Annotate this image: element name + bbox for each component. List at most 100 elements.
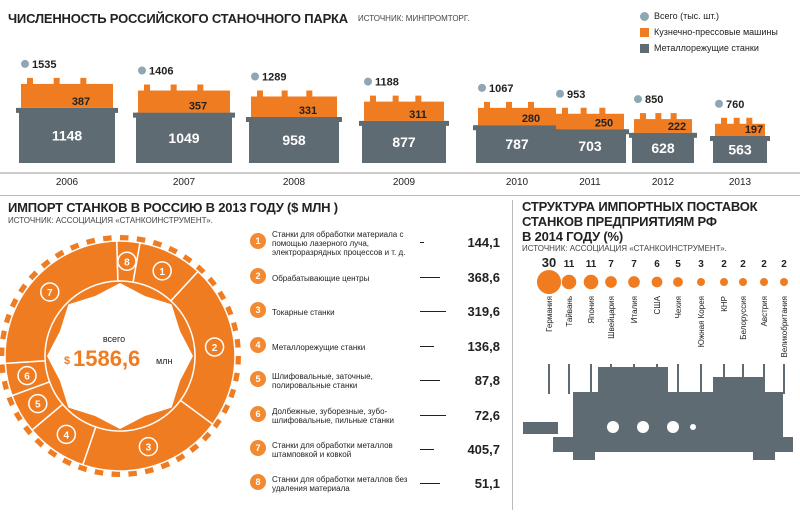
import-label: Долбежные, зуборезные, зубо-шлифовальные… (272, 407, 394, 425)
country-value: 3 (698, 259, 704, 270)
country-label: Белоруссия (739, 296, 748, 340)
machine-detail (170, 84, 177, 92)
import-label: Обрабатывающие центры (272, 273, 370, 283)
metal-cutting-segment (136, 112, 232, 163)
fleet-chart: 1535 387 1148 2006 1406 357 1049 2007 1289 331 958… (0, 59, 800, 188)
imports-title: ИМПОРТ СТАНКОВ В РОССИЮ В 2013 ГОДУ ($ М… (8, 200, 338, 215)
country-bar-1: 11 Тайвань (561, 259, 577, 394)
machine-detail (370, 95, 376, 103)
import-list-item: 6 Долбежные, зуборезные, зубо-шлифовальны… (248, 400, 500, 432)
total-label: 1067 (489, 83, 513, 95)
country-value: 2 (761, 259, 767, 270)
import-leader-line (420, 415, 446, 416)
import-number-badge: 1 (250, 233, 266, 249)
year-tick-label: 2007 (173, 177, 196, 188)
machine-detail (580, 107, 587, 115)
country-bubble (536, 269, 562, 295)
total-dot (634, 95, 642, 104)
metal-label: 628 (651, 140, 675, 156)
import-slice-2 (169, 270, 236, 426)
machine-detail (528, 101, 534, 109)
machine-bar-2011: 953 250 703 2011 (551, 89, 629, 188)
import-label: Шлифовальные, заточные, полировальные ст… (272, 372, 373, 390)
import-number-badge: 6 (250, 406, 266, 422)
import-list-item: 5 Шлифовальные, заточные, полировальные с… (248, 365, 500, 397)
press-machine-segment (478, 107, 556, 126)
machine-detail (733, 117, 740, 125)
imports-gear-chart: 1 2 3 4 5 6 7 8 всего $ 1586,6 млн (0, 235, 241, 477)
import-number-badge: 7 (250, 440, 266, 456)
gear-center (47, 283, 193, 429)
year-tick-label: 2012 (652, 177, 675, 188)
total-dot (138, 66, 146, 75)
import-leader-line (420, 483, 440, 484)
country-bar-9: 2 Белоруссия (739, 259, 748, 394)
import-label: Станки для обработки металлов без удален… (272, 475, 408, 493)
import-number-badge: 2 (250, 268, 266, 284)
machine-detail (257, 90, 263, 98)
machine-bar-2007: 1406 357 1049 2007 (133, 66, 235, 188)
press-machine-segment (138, 90, 230, 113)
import-leader-line (420, 346, 434, 347)
slice-number-badge (56, 424, 77, 445)
import-list-item: 1 Станки для обработки материала с помощь… (248, 227, 500, 259)
country-bubble (651, 276, 663, 288)
total-dot (478, 83, 486, 92)
metal-label: 958 (282, 132, 306, 148)
import-value: 405,7 (467, 442, 500, 457)
press-label: 387 (72, 96, 90, 108)
legend-label: Кузнечно-прессовые машины (654, 27, 778, 37)
total-unit: млн (156, 356, 172, 366)
slice-number-badge (40, 282, 60, 302)
import-value: 368,6 (467, 270, 500, 285)
machine-detail (144, 84, 150, 92)
import-list-item: 8 Станки для обработки металлов без удале… (248, 468, 500, 500)
import-label: Токарные станки (272, 307, 335, 317)
import-label: Металлорежущие станки (272, 342, 366, 352)
metal-label: 1148 (52, 127, 83, 143)
machine-detail (80, 77, 87, 85)
country-label: Япония (587, 296, 596, 324)
country-label: США (653, 295, 662, 314)
country-label: Австрия (760, 296, 769, 326)
slice-number: 3 (146, 443, 152, 454)
country-label: Италия (630, 296, 639, 323)
total-label: 1406 (149, 66, 173, 78)
machine-detail (746, 117, 753, 125)
slice-number-badge (117, 251, 137, 272)
metal-label: 1049 (168, 130, 199, 146)
machine-bar-2012: 850 222 628 2012 (629, 94, 697, 188)
import-leader-line (420, 449, 434, 450)
country-bubble (760, 278, 768, 286)
country-bar-10: 2 Австрия (760, 259, 769, 394)
lathe-illustration (523, 367, 793, 460)
country-bar-2: 11 Япония (583, 259, 599, 394)
press-machine-segment (556, 113, 624, 130)
import-leader-line (420, 311, 446, 312)
country-bubble (673, 277, 683, 287)
country-bubble (720, 278, 728, 286)
metal-cutting-segment (249, 117, 339, 163)
country-bubble (628, 276, 640, 288)
slice-number: 4 (64, 430, 70, 441)
metal-cutting-segment (476, 125, 558, 163)
total-dot (364, 77, 372, 86)
year-tick-label: 2008 (283, 177, 306, 188)
press-label: 222 (668, 121, 686, 133)
press-label: 280 (522, 113, 540, 125)
total-dot (21, 59, 29, 68)
metal-label: 703 (578, 138, 602, 154)
country-label: КНР (720, 296, 729, 312)
country-value: 2 (781, 259, 787, 270)
country-value: 11 (564, 259, 575, 270)
country-bar-6: 5 Чехия (673, 259, 683, 394)
import-list-item: 4 Металлорежущие станки 136,8 (248, 331, 500, 363)
import-list-item: 3 Токарные станки 319,6 (248, 296, 500, 328)
bar-rim (710, 135, 770, 141)
import-number-badge: 3 (250, 302, 266, 318)
press-label: 331 (299, 105, 317, 117)
slice-number: 5 (35, 400, 41, 411)
imports-source: ИСТОЧНИК: АССОЦИАЦИЯ «СТАНКОИНСТРУМЕНТ». (8, 216, 213, 225)
country-bubble (561, 274, 577, 290)
press-machine-segment (21, 83, 113, 108)
